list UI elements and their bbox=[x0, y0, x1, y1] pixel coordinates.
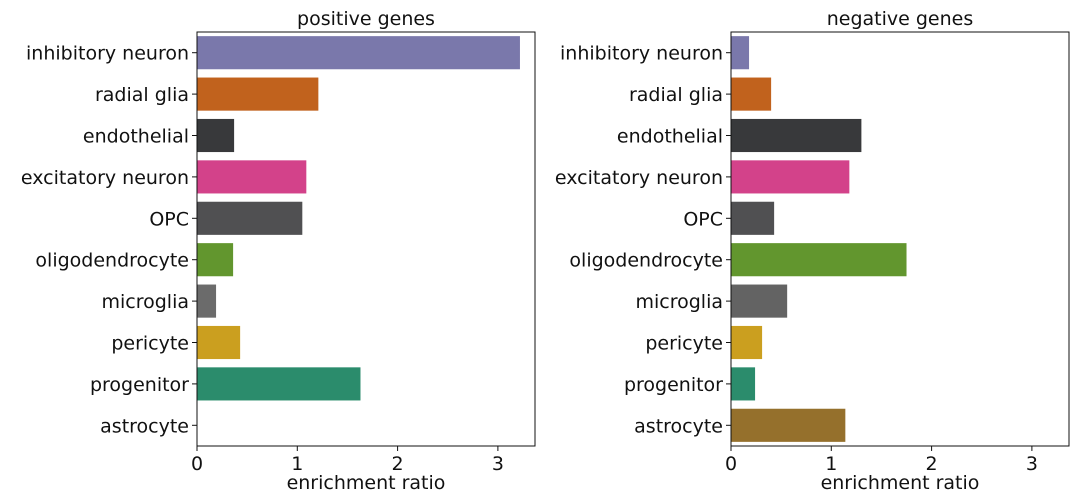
x-tick-label: 0 bbox=[725, 453, 737, 475]
category-label: oligodendrocyte bbox=[569, 250, 723, 272]
bar-inhibitory-neuron bbox=[731, 36, 750, 70]
axes-frame bbox=[730, 31, 1070, 447]
bar-astrocyte bbox=[731, 408, 846, 442]
bar-endothelial bbox=[197, 118, 235, 153]
category-label: progenitor bbox=[90, 374, 189, 396]
category-label: microglia bbox=[635, 291, 723, 313]
category-label: progenitor bbox=[624, 374, 723, 396]
bar-endothelial bbox=[731, 118, 862, 153]
category-label: microglia bbox=[101, 291, 189, 313]
bar-excitatory-neuron bbox=[731, 160, 850, 194]
positive-genes-panel: positive genes inhibitory neuron radial gl… bbox=[21, 8, 536, 494]
bar-pericyte bbox=[731, 325, 763, 360]
category-label: astrocyte bbox=[634, 415, 723, 437]
x-tick-label: 0 bbox=[191, 453, 203, 475]
category-label: astrocyte bbox=[100, 415, 189, 437]
category-label: pericyte bbox=[111, 333, 189, 355]
x-tick-label: 1 bbox=[291, 453, 303, 475]
category-label: excitatory neuron bbox=[555, 167, 723, 189]
bar-progenitor bbox=[731, 367, 756, 401]
category-label: pericyte bbox=[645, 333, 723, 355]
negative-genes-panel: negative genes inhibitory neuron radial gl… bbox=[555, 8, 1070, 494]
bar-pericyte bbox=[197, 325, 241, 360]
bar-microglia bbox=[731, 284, 788, 318]
category-label: inhibitory neuron bbox=[560, 43, 723, 65]
category-label: radial glia bbox=[95, 84, 189, 106]
x-tick-label: 3 bbox=[492, 453, 504, 475]
bar-excitatory-neuron bbox=[197, 160, 307, 194]
x-axis-label: enrichment ratio bbox=[821, 472, 980, 494]
bar-radial-glia bbox=[731, 77, 772, 111]
bar-oligodendrocyte bbox=[197, 243, 234, 277]
category-label: oligodendrocyte bbox=[35, 250, 189, 272]
category-label: excitatory neuron bbox=[21, 167, 189, 189]
x-tick-label: 2 bbox=[392, 453, 404, 475]
bar-radial-glia bbox=[197, 77, 319, 111]
bar-microglia bbox=[197, 284, 217, 318]
category-label: endothelial bbox=[83, 126, 189, 148]
category-label: OPC bbox=[683, 208, 723, 230]
bar-oligodendrocyte bbox=[731, 243, 907, 277]
category-label: endothelial bbox=[617, 126, 723, 148]
bar-progenitor bbox=[197, 367, 361, 401]
category-label: OPC bbox=[149, 208, 189, 230]
chart-title: negative genes bbox=[827, 8, 974, 30]
bar-opc bbox=[197, 201, 303, 235]
chart-title: positive genes bbox=[297, 8, 435, 30]
axes-frame bbox=[196, 31, 536, 447]
bar-inhibitory-neuron bbox=[197, 36, 520, 70]
category-label: radial glia bbox=[629, 84, 723, 106]
x-tick-label: 1 bbox=[825, 453, 837, 475]
bar-opc bbox=[731, 201, 775, 235]
x-tick-label: 2 bbox=[926, 453, 938, 475]
category-label: inhibitory neuron bbox=[26, 43, 189, 65]
x-axis-label: enrichment ratio bbox=[287, 472, 446, 494]
x-tick-label: 3 bbox=[1026, 453, 1038, 475]
